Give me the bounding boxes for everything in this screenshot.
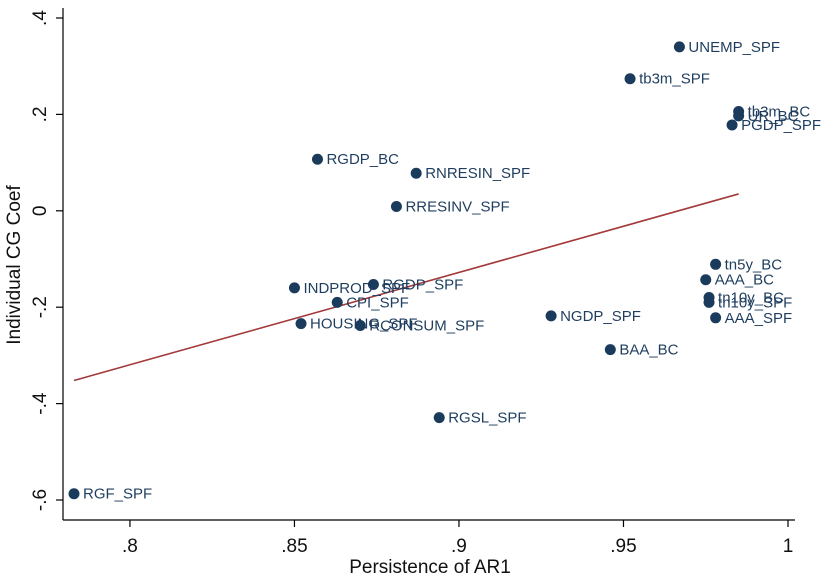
y-tick-label: -.2 [30, 296, 51, 318]
data-point [354, 320, 366, 332]
data-point [604, 344, 616, 356]
data-point-label: AAA_SPF [725, 310, 793, 327]
data-point-label: tn10y_BC [718, 290, 784, 307]
data-point [410, 167, 422, 179]
fit-line [73, 193, 739, 382]
data-point [433, 412, 445, 424]
data-point-label: tb3m_SPF [639, 71, 710, 88]
data-point [700, 274, 712, 286]
data-point [624, 73, 636, 85]
data-point-label: tn10y_SPF [718, 294, 792, 311]
data-point-label: tb3m_BC [748, 104, 811, 121]
data-point [68, 488, 80, 500]
data-point-label: RRESINV_SPF [405, 198, 509, 215]
data-point [288, 282, 300, 294]
data-point-label: BAA_BC [619, 342, 678, 359]
data-point-label: RGDP_SPF [382, 277, 463, 294]
data-point-label: CPI_SPF [346, 294, 409, 311]
data-point-label: RNRESIN_SPF [425, 165, 530, 182]
data-point [726, 119, 738, 131]
y-tick-label: -.6 [30, 489, 51, 511]
x-tick-label: 1 [783, 536, 794, 557]
y-axis-title: Individual CG Coef [4, 185, 25, 345]
data-point [367, 279, 379, 291]
x-tick-label: .85 [281, 536, 307, 557]
data-point-label: NGDP_SPF [560, 308, 641, 325]
data-point [390, 200, 402, 212]
data-point-label: UNEMP_SPF [688, 39, 780, 56]
data-point [733, 110, 745, 122]
data-point-label: AAA_BC [715, 272, 774, 289]
x-axis-title: Persistence of AR1 [349, 557, 511, 578]
x-tick-label: .8 [122, 536, 138, 557]
data-point-label: RGF_SPF [83, 486, 152, 503]
data-point [295, 318, 307, 330]
data-point-label: RGSL_SPF [448, 410, 526, 427]
axes [62, 8, 795, 521]
data-point [703, 296, 715, 308]
y-tick-label: .2 [30, 106, 51, 122]
data-point [710, 312, 722, 324]
y-ticks: -.6 -.4 -.2 0 .2 .4 [30, 10, 63, 511]
data-point-label: PGDP_SPF [741, 117, 821, 134]
y-tick-label: -.4 [30, 392, 51, 415]
data-point-label: RGDP_BC [326, 151, 399, 168]
data-point-label: INDPROD_SPF [303, 280, 410, 297]
data-point-label: RCONSUM_SPF [369, 318, 484, 335]
x-tick-label: .9 [451, 536, 467, 557]
x-tick-label: .95 [610, 536, 636, 557]
y-tick-label: 0 [30, 206, 51, 217]
data-point [710, 258, 722, 270]
data-point [331, 296, 343, 308]
data-point-label: tn5y_BC [725, 256, 783, 273]
data-point [545, 310, 557, 322]
x-ticks: .8 .85 .9 .95 1 [122, 520, 793, 557]
y-tick-label: .4 [30, 10, 51, 26]
data-point [311, 153, 323, 165]
data-point [673, 41, 685, 53]
data-point-label: UR_BC [748, 108, 799, 125]
